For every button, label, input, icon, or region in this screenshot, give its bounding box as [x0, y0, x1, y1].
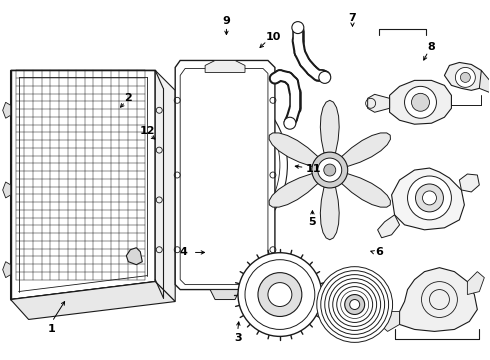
Circle shape [318, 158, 342, 182]
Polygon shape [269, 174, 318, 207]
Polygon shape [380, 311, 399, 332]
Circle shape [319, 71, 331, 84]
Circle shape [333, 283, 377, 327]
Polygon shape [460, 174, 479, 192]
Text: 5: 5 [309, 217, 316, 227]
Circle shape [268, 283, 292, 306]
Text: 12: 12 [140, 126, 155, 135]
Circle shape [412, 93, 429, 111]
Polygon shape [11, 71, 155, 300]
Text: 2: 2 [124, 93, 132, 103]
Circle shape [245, 260, 315, 329]
Text: 11: 11 [306, 163, 321, 174]
Circle shape [238, 253, 322, 336]
Circle shape [324, 164, 336, 176]
Polygon shape [320, 100, 339, 153]
Polygon shape [479, 71, 490, 92]
Text: 10: 10 [266, 32, 281, 41]
Polygon shape [342, 174, 391, 207]
Circle shape [341, 291, 368, 319]
Text: 7: 7 [348, 13, 356, 23]
Circle shape [350, 300, 360, 310]
Circle shape [416, 184, 443, 212]
Polygon shape [11, 282, 175, 319]
Polygon shape [155, 71, 175, 302]
Polygon shape [444, 62, 484, 90]
Polygon shape [269, 133, 318, 167]
Text: 3: 3 [234, 333, 242, 343]
Polygon shape [467, 272, 484, 294]
Circle shape [408, 176, 451, 220]
Circle shape [321, 271, 389, 338]
Circle shape [284, 117, 296, 129]
Polygon shape [2, 102, 11, 118]
Text: 9: 9 [222, 17, 230, 27]
Circle shape [312, 152, 348, 188]
Polygon shape [2, 262, 11, 278]
Circle shape [455, 67, 475, 87]
Circle shape [292, 22, 304, 33]
Polygon shape [399, 268, 477, 332]
Text: 6: 6 [375, 247, 383, 257]
Text: 1: 1 [48, 324, 56, 334]
Circle shape [337, 287, 372, 323]
Polygon shape [342, 133, 391, 167]
Text: 4: 4 [180, 247, 188, 257]
Polygon shape [390, 80, 451, 124]
Circle shape [325, 275, 385, 334]
Polygon shape [126, 248, 142, 265]
Circle shape [317, 267, 392, 342]
Polygon shape [2, 182, 11, 198]
Circle shape [258, 273, 302, 316]
Polygon shape [378, 215, 399, 238]
Circle shape [345, 294, 365, 315]
Polygon shape [175, 60, 275, 289]
Circle shape [405, 86, 437, 118]
Circle shape [422, 191, 437, 205]
Polygon shape [210, 289, 240, 300]
Circle shape [329, 279, 381, 330]
Polygon shape [368, 94, 390, 112]
Text: 8: 8 [428, 42, 436, 52]
Polygon shape [205, 60, 245, 72]
Circle shape [461, 72, 470, 82]
Polygon shape [320, 187, 339, 240]
Polygon shape [392, 168, 465, 230]
